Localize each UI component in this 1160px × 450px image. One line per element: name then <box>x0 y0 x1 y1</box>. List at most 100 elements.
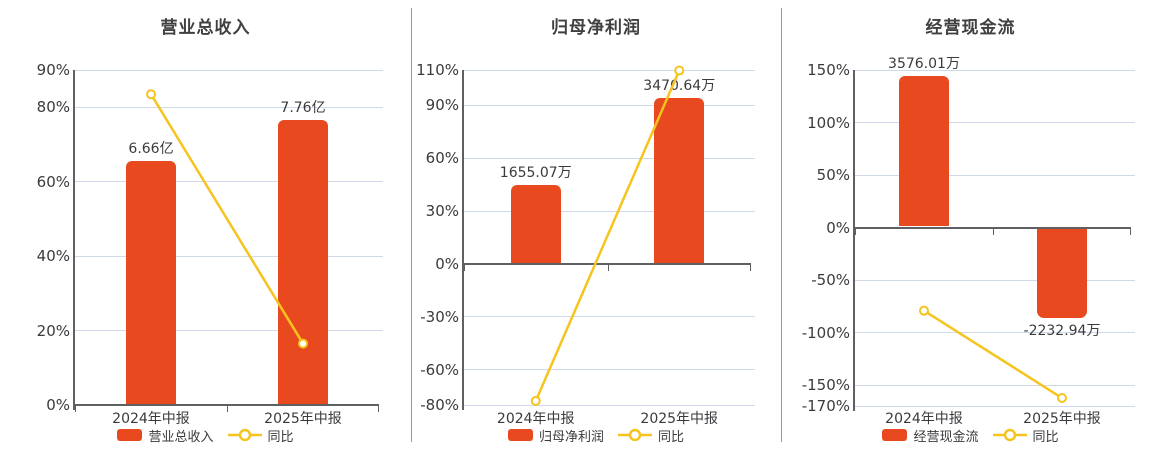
gridline <box>75 330 383 332</box>
gridline <box>464 157 755 159</box>
x-axis-tick <box>855 228 856 235</box>
legend-bar-label[interactable]: 归母净利润 <box>538 429 604 445</box>
legend-yoy-label[interactable]: 同比 <box>658 429 685 445</box>
归母净利润-bar[interactable] <box>654 97 705 263</box>
bar-value-label: 1655.07万 <box>499 164 572 181</box>
chart-title: 归母净利润 <box>551 18 641 38</box>
bar-value-label: 3470.64万 <box>643 77 716 94</box>
x-axis-tick <box>378 406 379 412</box>
legend-line-circle <box>238 428 251 442</box>
legend-bar-label[interactable]: 经营现金流 <box>913 429 979 445</box>
gridline <box>464 404 755 406</box>
经营现金流-bar[interactable] <box>899 75 949 227</box>
y-axis-line <box>853 70 855 411</box>
x-category-label: 2024年中报 <box>885 411 963 427</box>
legend-line-circle <box>1003 428 1016 442</box>
y-axis-tick-label: 0% <box>435 254 459 273</box>
营业总收入-bar[interactable] <box>278 120 328 404</box>
legend-bar-swatch[interactable] <box>882 429 908 441</box>
x-axis-tick <box>75 406 76 412</box>
gridline <box>464 316 755 318</box>
x-category-label: 2024年中报 <box>496 411 575 427</box>
y-axis-tick-label: 150% <box>807 61 850 79</box>
gridline <box>855 122 1135 123</box>
x-category-label: 2024年中报 <box>112 411 190 427</box>
yoy-line-marker[interactable] <box>674 65 685 76</box>
legend-yoy-label[interactable]: 同比 <box>1032 429 1059 445</box>
y-axis-tick-label: 80% <box>36 98 70 117</box>
y-axis-tick-label: 110% <box>416 61 459 79</box>
gridline <box>855 279 1135 281</box>
y-axis-line <box>462 70 464 410</box>
y-axis-tick-label: 30% <box>425 202 459 221</box>
y-axis-tick-label: 90% <box>425 96 459 115</box>
legend-bar-swatch[interactable] <box>507 429 533 441</box>
gridline <box>75 181 383 183</box>
x-category-label: 2025年中报 <box>264 411 342 427</box>
gridline <box>464 369 755 371</box>
chart-title: 经营现金流 <box>925 18 1016 38</box>
yoy-line-marker[interactable] <box>530 395 541 406</box>
y-axis-tick-label: -170% <box>801 397 850 415</box>
gridline <box>855 69 1135 71</box>
chart-legend: 营业总收入 同比 <box>0 426 411 445</box>
x-category-label: 2025年中报 <box>1023 411 1101 427</box>
y-axis-tick-label: 0% <box>46 396 70 414</box>
y-axis-tick-label: 60% <box>425 149 459 168</box>
yoy-line-marker[interactable] <box>298 338 308 349</box>
y-axis-tick-label: -50% <box>811 271 850 289</box>
y-axis-tick-label: 50% <box>816 166 850 184</box>
panel-divider <box>781 8 782 442</box>
y-axis-tick-label: 0% <box>826 218 850 237</box>
经营现金流-bar[interactable] <box>1037 228 1087 318</box>
y-axis-tick-label: -60% <box>420 360 459 379</box>
gridline <box>75 69 383 71</box>
legend-bar-swatch[interactable] <box>117 429 143 441</box>
y-axis-tick-label: -30% <box>420 307 459 326</box>
legend-line-circle <box>628 428 642 442</box>
yoy-line-marker[interactable] <box>146 89 156 100</box>
y-axis-tick-label: 100% <box>807 113 850 132</box>
x-axis-line <box>855 226 1131 229</box>
yoy-line-marker[interactable] <box>919 305 929 316</box>
yoy-line-marker[interactable] <box>1057 393 1067 404</box>
x-axis-tick <box>1130 228 1131 235</box>
y-axis-tick-label: 60% <box>36 172 70 191</box>
x-axis-tick <box>993 228 994 235</box>
panel-divider <box>411 8 412 442</box>
bar-value-label: 7.76亿 <box>280 100 326 117</box>
归母净利润-bar[interactable] <box>510 184 561 263</box>
gridline <box>464 210 755 212</box>
bar-value-label: 3576.01万 <box>888 55 960 72</box>
chart-title: 营业总收入 <box>160 18 251 38</box>
x-axis-tick <box>607 264 609 271</box>
x-axis-tick <box>750 264 751 271</box>
y-axis-line <box>73 70 75 410</box>
legend-line-marker-icon[interactable] <box>227 428 263 442</box>
y-axis-tick-label: 90% <box>36 61 70 79</box>
y-axis-tick-label: -150% <box>801 376 850 394</box>
legend-bar-label[interactable]: 营业总收入 <box>148 429 214 445</box>
legend-yoy-label[interactable]: 同比 <box>267 429 294 445</box>
y-axis-tick-label: -100% <box>801 323 850 342</box>
y-axis-tick-label: -80% <box>420 396 459 414</box>
y-axis-tick-label: 20% <box>36 321 70 340</box>
bar-value-label: 6.66亿 <box>128 140 174 157</box>
chart-legend: 归母净利润 同比 <box>411 426 781 445</box>
x-axis-tick <box>464 264 465 271</box>
x-category-label: 2025年中报 <box>640 411 719 427</box>
gridline <box>75 255 383 257</box>
gridline <box>464 69 755 71</box>
y-axis-tick-label: 40% <box>36 247 70 266</box>
legend-line-marker-icon[interactable] <box>992 428 1028 442</box>
营业总收入-bar[interactable] <box>126 160 176 404</box>
gridline <box>464 104 755 106</box>
legend-line-marker-icon[interactable] <box>617 428 653 442</box>
gridline <box>855 384 1135 386</box>
x-axis-line <box>75 404 379 406</box>
chart-legend: 经营现金流 同比 <box>781 426 1160 445</box>
gridline <box>855 405 1135 407</box>
bar-value-label: -2232.94万 <box>1023 323 1101 339</box>
gridline <box>855 174 1135 176</box>
